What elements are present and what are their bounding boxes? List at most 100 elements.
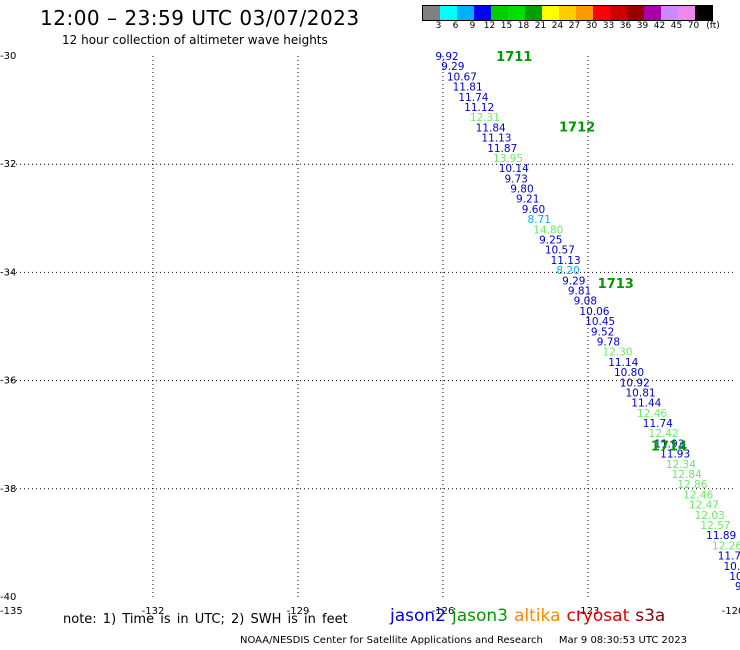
color-scale-label: 70 xyxy=(687,21,700,31)
map-subtitle: 12 hour collection of altimeter wave hei… xyxy=(62,33,328,47)
wave-height-value: 9.52 xyxy=(591,326,614,338)
color-swatch xyxy=(593,6,610,20)
color-swatch xyxy=(627,6,644,20)
wave-height-value: 10.14 xyxy=(499,163,529,175)
wave-height-value: 9.81 xyxy=(568,286,591,298)
color-swatch xyxy=(491,6,508,20)
color-scale-label: 30 xyxy=(585,21,598,31)
color-swatch xyxy=(525,6,542,20)
color-swatch xyxy=(542,6,559,20)
wave-height-value: 11.89 xyxy=(706,530,736,542)
color-scale-label: 12 xyxy=(483,21,496,31)
color-scale-label: 24 xyxy=(551,21,564,31)
wave-height-value: 14.80 xyxy=(533,224,563,236)
color-scale-label: 45 xyxy=(670,21,683,31)
color-scale-label: 39 xyxy=(636,21,649,31)
latitude-tick-label: -38 xyxy=(0,484,16,495)
color-scale-label: 27 xyxy=(568,21,581,31)
wave-height-value: 11.93 xyxy=(654,438,684,450)
wave-height-value: 11.14 xyxy=(608,357,638,369)
legend-jason3: jason3 xyxy=(452,606,508,626)
footer-note: note: 1) Time is in UTC; 2) SWH is in fe… xyxy=(63,612,348,627)
color-scale-label: 36 xyxy=(619,21,632,31)
map-title: 12:00 – 23:59 UTC 03/07/2023 xyxy=(40,6,360,30)
color-swatch xyxy=(508,6,525,20)
wave-height-value: 11.44 xyxy=(631,398,661,410)
wave-height-value: 9.80 xyxy=(510,184,533,196)
color-scale-label: 42 xyxy=(653,21,666,31)
color-swatch xyxy=(678,6,695,20)
color-scale-label: 9 xyxy=(469,21,476,31)
wave-height-value: 11.93 xyxy=(660,449,690,461)
color-scale-label: 3 xyxy=(435,21,442,31)
color-swatch xyxy=(423,6,440,20)
wave-height-value: 12.46 xyxy=(683,489,713,501)
wave-height-value: 10.67 xyxy=(447,71,477,83)
longitude-tick-label: -120 xyxy=(722,606,740,617)
color-swatch xyxy=(457,6,474,20)
color-scale-label: 18 xyxy=(517,21,530,31)
wave-height-value: 12.86 xyxy=(677,479,707,491)
color-swatch xyxy=(440,6,457,20)
pass-time-label: 1714 xyxy=(651,440,687,455)
longitude-tick-label: -126 xyxy=(432,606,455,617)
color-scale-label: 6 xyxy=(452,21,459,31)
latitude-tick-label: -30 xyxy=(0,51,16,62)
pass-time-label: 1712 xyxy=(559,120,595,135)
pass-time-label: 1711 xyxy=(496,50,532,65)
wave-height-value: 9.60 xyxy=(522,204,545,216)
color-swatch xyxy=(576,6,593,20)
color-swatch xyxy=(559,6,576,20)
wave-height-value: 10.80 xyxy=(614,367,644,379)
color-scale-label: (ft) xyxy=(706,21,720,31)
wave-height-value: 11.74 xyxy=(643,418,673,430)
wave-height-value: 10. xyxy=(729,571,740,583)
color-swatch xyxy=(661,6,678,20)
wave-height-value: 9 xyxy=(735,581,740,593)
latitude-tick-label: -32 xyxy=(0,159,16,170)
wave-height-value: 11.12 xyxy=(464,102,494,114)
wave-height-value: 10.57 xyxy=(545,245,575,257)
wave-height-value: 11.71 xyxy=(718,551,740,563)
latitude-tick-label: -34 xyxy=(0,267,16,278)
pass-time-label: 1713 xyxy=(598,277,634,292)
wave-height-value: 9.92 xyxy=(435,51,458,63)
wave-height-value: 10.92 xyxy=(620,377,650,389)
latitude-tick-label: -36 xyxy=(0,376,16,387)
latitude-tick-label: -40 xyxy=(0,592,16,603)
wave-height-value: 10.1 xyxy=(723,561,740,573)
longitude-tick-label: -123 xyxy=(577,606,600,617)
wave-height-value: 11.87 xyxy=(487,143,517,155)
wave-height-value: 10.45 xyxy=(585,316,615,328)
legend-cryosat: cryosat xyxy=(566,606,630,626)
wave-height-value: 12.26 xyxy=(712,540,740,552)
longitude-tick-label: -135 xyxy=(0,606,23,617)
legend-altika: altika xyxy=(514,606,561,626)
wave-height-value: 9.25 xyxy=(539,235,562,247)
wave-height-value: 9.29 xyxy=(562,275,585,287)
wave-height-value: 9.73 xyxy=(504,173,527,185)
wave-height-value: 12.57 xyxy=(700,520,730,532)
wave-height-value: 11.74 xyxy=(458,92,488,104)
wave-height-value: 10.81 xyxy=(626,387,656,399)
wave-height-value: 12.30 xyxy=(602,347,632,359)
longitude-tick-label: -132 xyxy=(142,606,165,617)
color-scale-label: 15 xyxy=(500,21,513,31)
wave-height-value: 12.84 xyxy=(672,469,702,481)
wave-height-value: 12.46 xyxy=(637,408,667,420)
wave-height-value: 12.47 xyxy=(689,500,719,512)
color-scale-label: 21 xyxy=(534,21,547,31)
wave-height-value: 12.03 xyxy=(695,510,725,522)
wave-height-value: 9.08 xyxy=(574,296,597,308)
wave-height-value: 8.71 xyxy=(528,214,551,226)
wave-height-value: 11.81 xyxy=(453,82,483,94)
wave-height-value: 12.42 xyxy=(649,428,679,440)
color-scale-label: 33 xyxy=(602,21,615,31)
wave-height-value: 12.31 xyxy=(470,112,500,124)
longitude-tick-label: -129 xyxy=(287,606,310,617)
color-swatch xyxy=(474,6,491,20)
wave-height-value: 11.13 xyxy=(551,255,581,267)
wave-height-value: 11.84 xyxy=(476,122,506,134)
wave-height-value: 13.95 xyxy=(493,153,523,165)
